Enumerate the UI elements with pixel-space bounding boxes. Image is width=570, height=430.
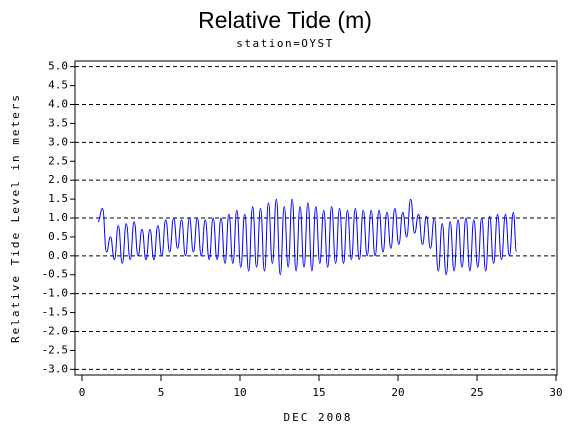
y-tick-label: 5.0	[48, 60, 68, 73]
x-tick-label: 30	[549, 386, 562, 399]
x-tick-label: 5	[158, 386, 165, 399]
x-tick-label: 25	[470, 386, 483, 399]
x-tick-label: 0	[79, 386, 86, 399]
chart-title: Relative Tide (m)	[198, 7, 372, 33]
y-axis-label: Relative Tide Level in meters	[9, 93, 22, 343]
y-tick-label: 2.5	[48, 154, 68, 167]
y-tick-label: -3.0	[42, 362, 69, 375]
x-axis-label: DEC 2008	[284, 411, 353, 424]
y-tick-label: -0.5	[42, 268, 69, 281]
y-tick-label: 0.5	[48, 230, 68, 243]
y-tick-label: 2.0	[48, 173, 68, 186]
y-tick-label: 0.0	[48, 249, 68, 262]
y-tick-label: 1.5	[48, 192, 68, 205]
chart-subtitle: station=OYST	[236, 37, 333, 50]
tide-line	[97, 198, 517, 276]
y-tick-label: 4.5	[48, 79, 68, 92]
x-tick-label: 15	[312, 386, 325, 399]
y-tick-label: -1.5	[42, 306, 69, 319]
y-tick-label: 3.0	[48, 135, 68, 148]
x-tick-label: 10	[233, 386, 246, 399]
x-tick-label: 20	[391, 386, 404, 399]
y-tick-label: -2.5	[42, 343, 69, 356]
y-tick-label: 4.0	[48, 98, 68, 111]
y-tick-label: 3.5	[48, 116, 68, 129]
y-tick-label: -1.0	[42, 287, 69, 300]
y-tick-label: 1.0	[48, 211, 68, 224]
y-tick-label: -2.0	[42, 324, 69, 337]
